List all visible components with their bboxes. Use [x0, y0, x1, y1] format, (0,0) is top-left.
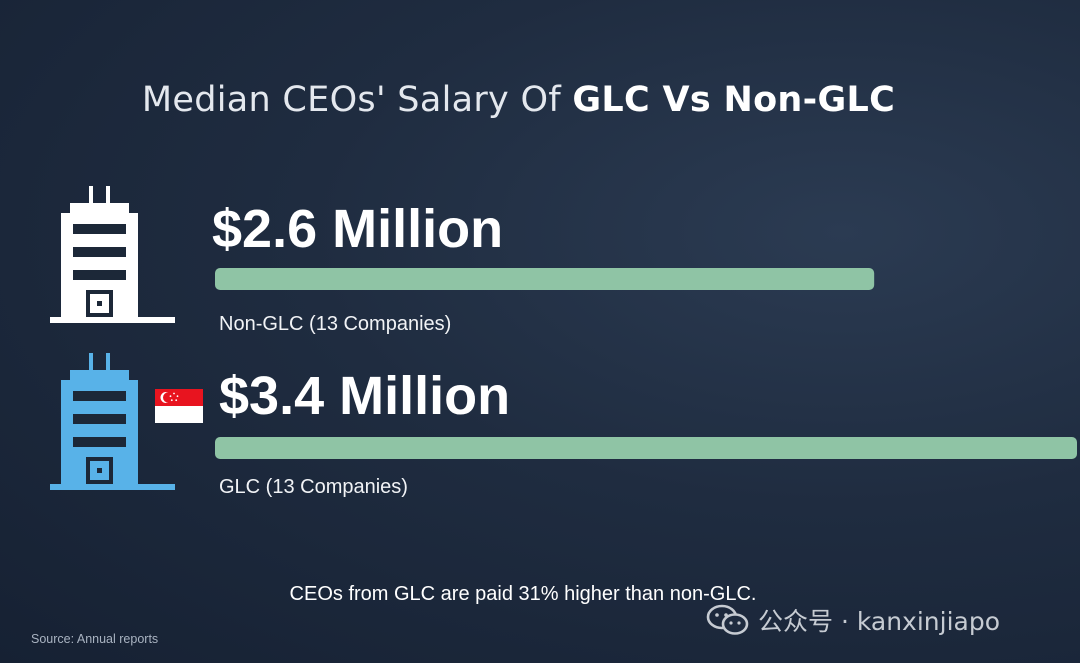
bar-glc	[215, 437, 1077, 459]
chart-title-prefix: Median CEOs' Salary Of	[141, 80, 573, 120]
wechat-icon	[706, 604, 749, 635]
chart-title: Median CEOs' Salary Of GLC Vs Non-GLC	[0, 80, 1037, 120]
office-building-icon	[50, 353, 175, 490]
chart-footnote: CEOs from GLC are paid 31% higher than n…	[289, 583, 757, 605]
bar-chart: $2.6 Million Non-GLC (13 Companies) $3.4 M…	[50, 186, 1077, 498]
office-building-icon	[50, 186, 175, 323]
bar-value-label: $3.4 Million	[219, 366, 510, 426]
bar-non-glc	[215, 268, 875, 290]
bar-category-label: Non-GLC (13 Companies)	[219, 313, 451, 335]
chart-title-strong: GLC Vs Non-GLC	[572, 80, 896, 120]
watermark: 公众号 · kanxinjiapo	[706, 603, 1000, 637]
source-note: Source: Annual reports	[31, 632, 159, 646]
singapore-flag-icon	[155, 389, 203, 423]
bar-value-label: $2.6 Million	[212, 199, 503, 259]
watermark-text: 公众号 · kanxinjiapo	[758, 607, 1001, 636]
bar-category-label: GLC (13 Companies)	[219, 476, 408, 498]
